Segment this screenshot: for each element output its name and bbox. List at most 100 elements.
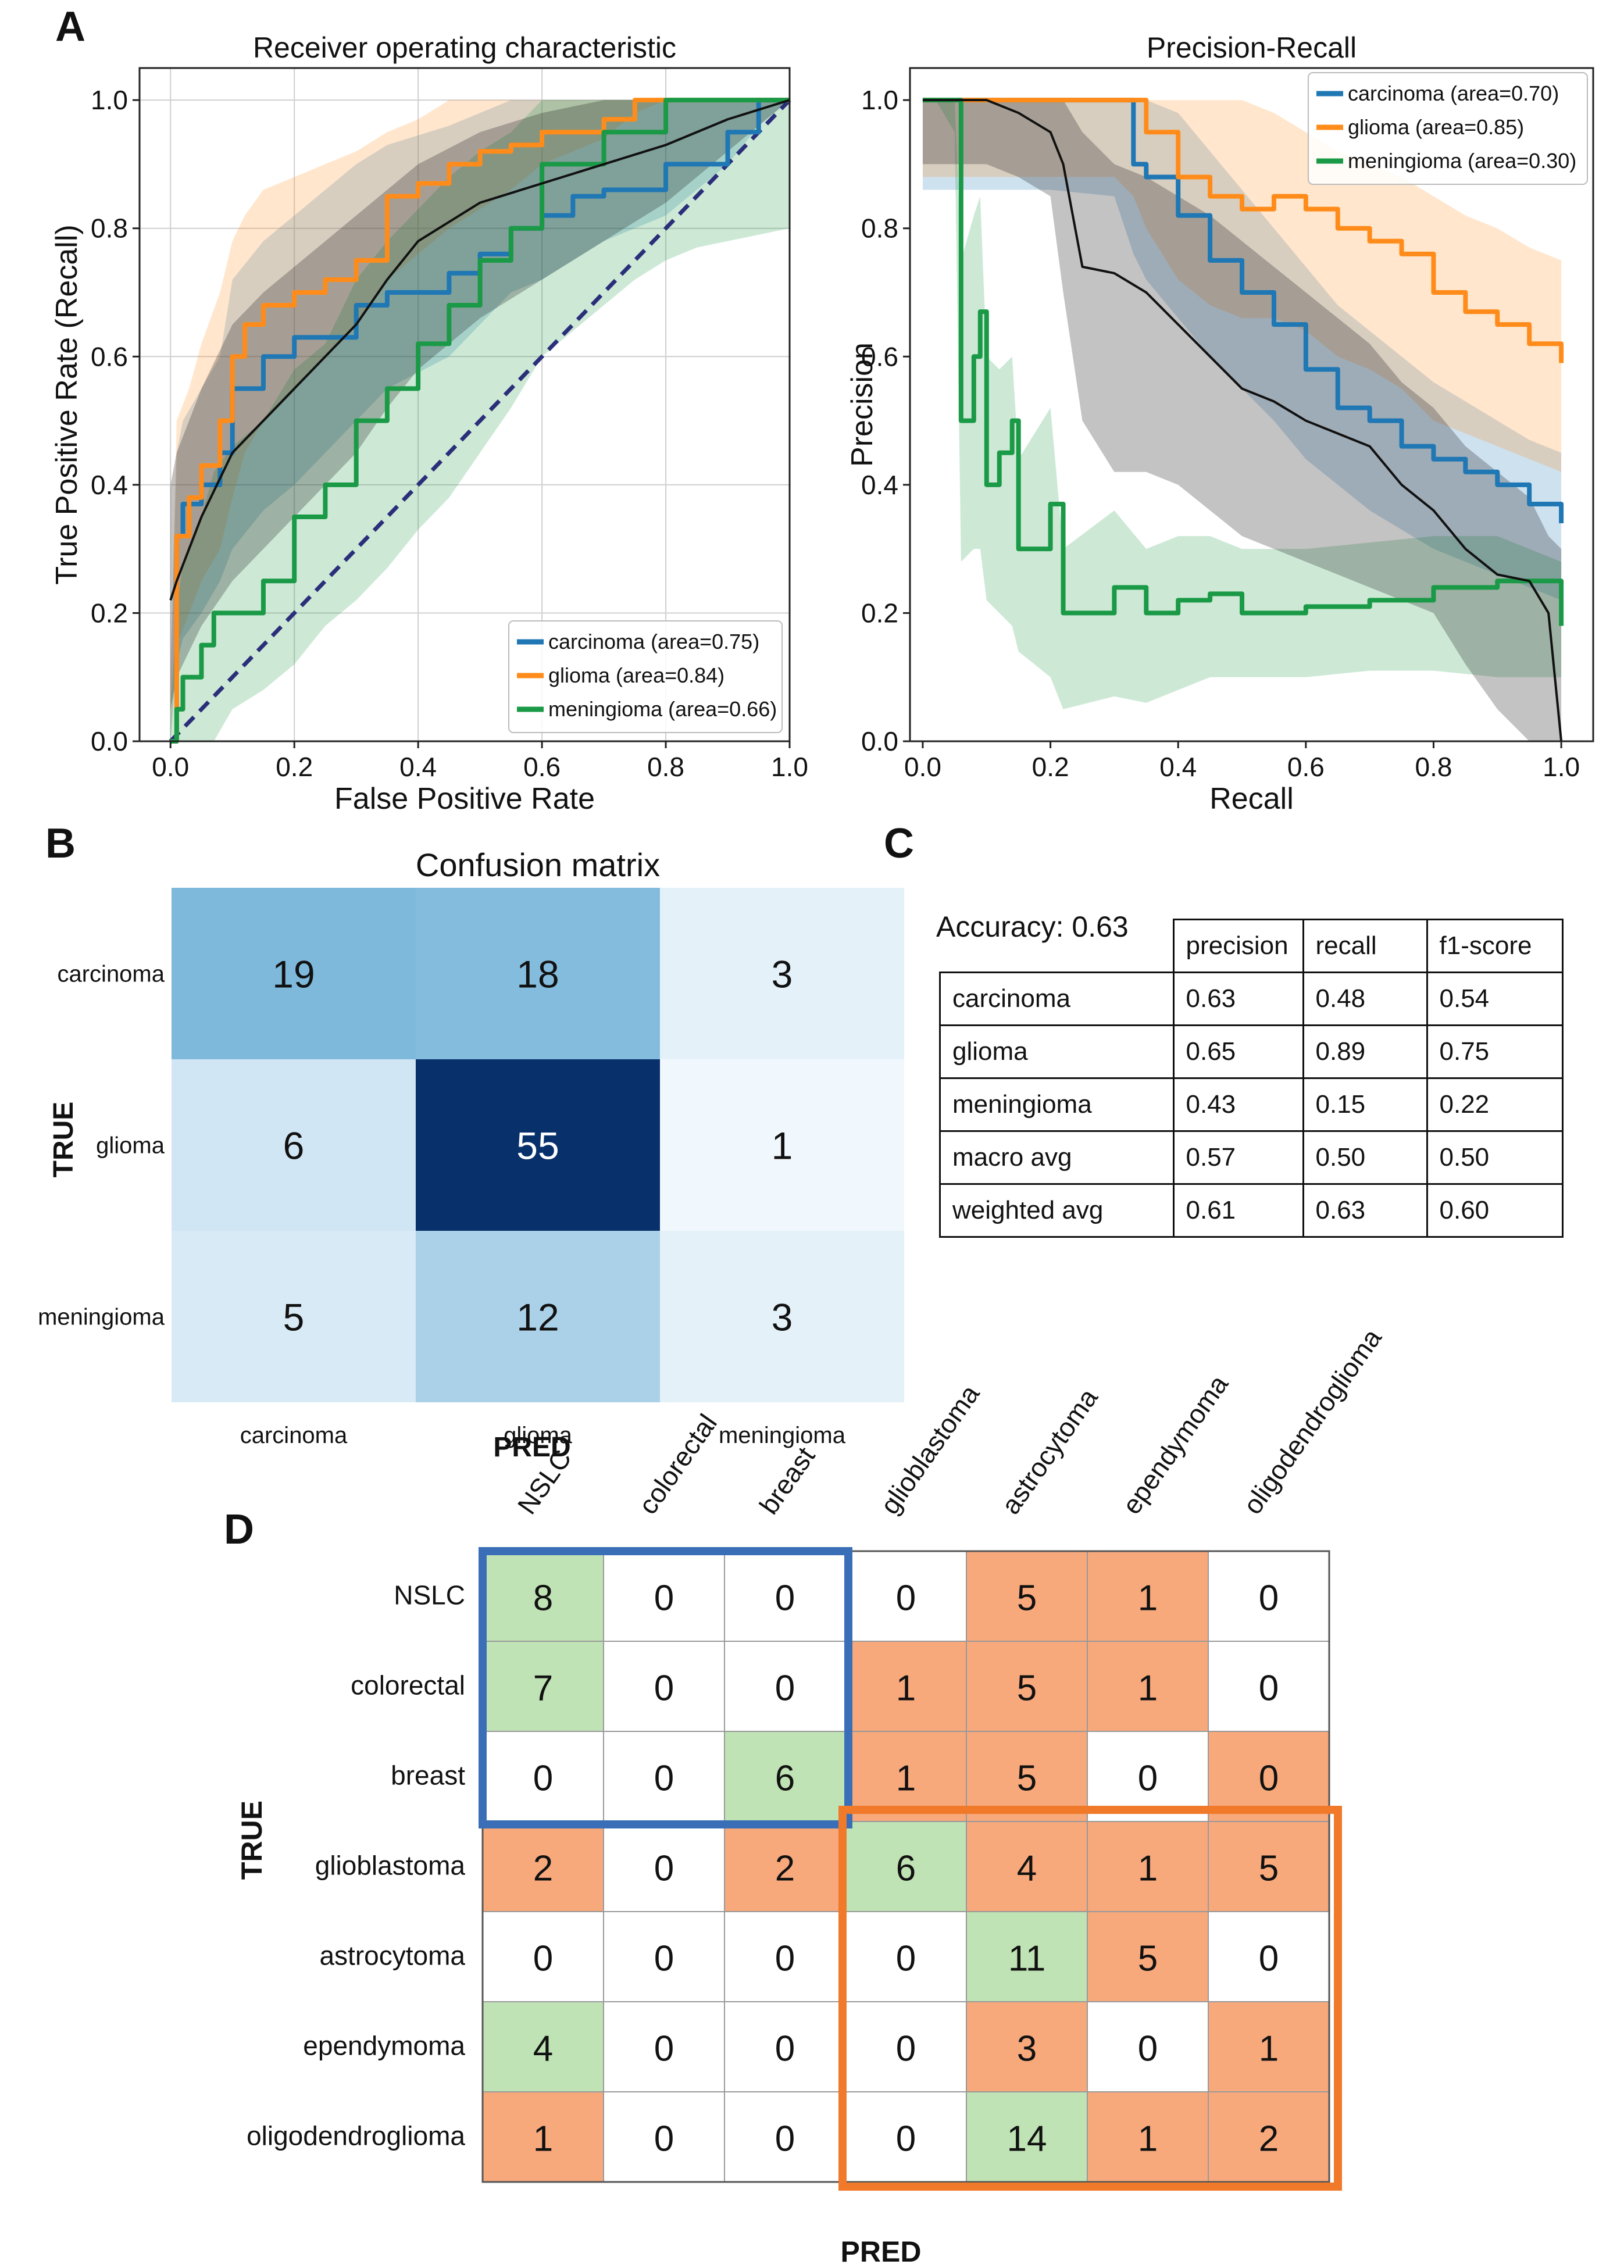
metrics-row-carcinoma: carcinoma 0.63 0.48 0.54 bbox=[939, 972, 1564, 1026]
grid-cell-value: 1 bbox=[1138, 1578, 1158, 1619]
pr-line-glioma bbox=[922, 98, 1564, 363]
grid-cell-value: 6 bbox=[896, 1849, 916, 1889]
grid-cell-value: 0 bbox=[1259, 1759, 1279, 1799]
metrics-cell: 0.48 bbox=[1302, 972, 1428, 1026]
metrics-cell: 0.75 bbox=[1426, 1024, 1564, 1079]
grid-cell-value: 0 bbox=[775, 2119, 795, 2159]
confusion-cell-value: 3 bbox=[772, 953, 793, 996]
panel-label-a: A bbox=[55, 3, 85, 50]
grid-cell-value: 5 bbox=[1017, 1759, 1037, 1799]
grid-cell bbox=[845, 1911, 967, 2002]
grid-cell bbox=[724, 1641, 846, 1732]
roc-title: Receiver operating characteristic bbox=[253, 31, 676, 64]
grid-cell-value: 3 bbox=[1017, 2029, 1037, 2069]
grid-cell-value: 0 bbox=[896, 2119, 916, 2159]
grid-cell bbox=[482, 1821, 604, 1912]
confusion-row-label: glioma bbox=[96, 1133, 165, 1159]
grid-col-label: colorectal bbox=[633, 1409, 723, 1520]
confusion-cell-value: 3 bbox=[772, 1296, 793, 1339]
roc-line-mean bbox=[169, 99, 790, 601]
grid-cell-value: 0 bbox=[654, 2029, 674, 2069]
grid-cell-value: 5 bbox=[1259, 1849, 1279, 1889]
grid-cell-value: 7 bbox=[533, 1669, 553, 1709]
grid-cell-value: 1 bbox=[1138, 2119, 1158, 2159]
grid-cell bbox=[966, 2001, 1088, 2092]
grid-cell-value: 0 bbox=[1138, 2029, 1158, 2069]
grid-row-label: NSLC bbox=[394, 1580, 465, 1610]
grid-cell bbox=[603, 1731, 725, 1822]
roc-x-tick-label: 0.4 bbox=[399, 752, 437, 782]
metrics-cell: 0.50 bbox=[1426, 1130, 1564, 1185]
grid-cell-value: 1 bbox=[533, 2119, 553, 2159]
metrics-cell: 0.89 bbox=[1302, 1024, 1428, 1079]
confusion-cell bbox=[660, 1059, 904, 1231]
metrics-header-precision: precision bbox=[1172, 919, 1304, 973]
grid-col-label: ependymoma bbox=[1116, 1369, 1234, 1519]
metrics-header-row: precision recall f1-score bbox=[940, 919, 1564, 973]
roc-legend-label-glioma: glioma (area=0.84) bbox=[548, 663, 724, 687]
grid-cell-value: 4 bbox=[1017, 1849, 1037, 1889]
roc-diagonal-line bbox=[169, 98, 791, 743]
metrics-row-label: macro avg bbox=[939, 1130, 1175, 1185]
grid-cell-value: 0 bbox=[775, 1578, 795, 1619]
confusion-row-label: meningioma bbox=[38, 1305, 165, 1330]
roc-x-tick-label: 0.0 bbox=[152, 752, 189, 782]
panel-label-d: D bbox=[224, 1506, 254, 1553]
pr-line-carcinoma bbox=[922, 98, 1564, 524]
metrics-cell: 0.54 bbox=[1426, 972, 1564, 1026]
metrics-row-glioma: glioma 0.65 0.89 0.75 bbox=[939, 1024, 1564, 1079]
metrics-cell: 0.61 bbox=[1172, 1183, 1304, 1238]
metrics-cell: 0.60 bbox=[1426, 1183, 1564, 1238]
grid-col-label: breast bbox=[754, 1441, 821, 1520]
metrics-cell: 0.50 bbox=[1302, 1130, 1428, 1185]
roc-chart: 0.0 0.0 0.2 0.2 0.4 0.4 0.6 0.6 0.8 0.8 1.0 1.0 Rece… bbox=[50, 31, 808, 816]
grid-cell-value: 0 bbox=[654, 1939, 674, 1979]
grid-frame bbox=[481, 1550, 1330, 2183]
metrics-row-label: glioma bbox=[939, 1024, 1175, 1079]
grid-cell bbox=[482, 2091, 604, 2183]
pr-band-meningioma bbox=[922, 100, 1562, 709]
pr-chart: 0.00.0 0.2 0.2 0.4 0.4 0.6 0.6 0.8 0.8 1.0 1.0 Prec… bbox=[845, 31, 1594, 816]
grid-cell bbox=[1087, 1821, 1209, 1912]
grid-cell bbox=[966, 2091, 1088, 2183]
roc-x-tick-label: 1.0 bbox=[771, 752, 808, 782]
grid-cell bbox=[482, 1911, 604, 2002]
roc-x-axis-label: False Positive Rate bbox=[334, 782, 595, 816]
grid-cell bbox=[603, 1551, 725, 1642]
roc-y-tick-label: 0.2 bbox=[91, 598, 128, 628]
confusion-cell bbox=[416, 1231, 660, 1402]
grid-cell bbox=[1208, 1551, 1330, 1642]
grid-cell-value: 5 bbox=[1017, 1578, 1037, 1619]
metrics-row-macro-avg: macro avg 0.57 0.50 0.50 bbox=[939, 1130, 1564, 1185]
grid-row-label: astrocytoma bbox=[319, 1941, 465, 1971]
confusion-pred-axis-label: PRED bbox=[493, 1432, 570, 1463]
roc-x-tick-label: 0.6 bbox=[523, 752, 561, 782]
roc-y-tick-label: 0.6 bbox=[91, 341, 128, 372]
grid-cell bbox=[724, 1551, 846, 1642]
pr-line-mean bbox=[922, 99, 1563, 742]
grid-col-label: oligodendroglioma bbox=[1237, 1323, 1387, 1520]
glioma-group-box bbox=[838, 1806, 1342, 2191]
roc-band-carcinoma bbox=[170, 100, 790, 742]
grid-cell-value: 5 bbox=[1138, 1939, 1158, 1979]
roc-line-carcinoma bbox=[170, 98, 790, 744]
pr-x-axis-label: Recall bbox=[1209, 782, 1294, 816]
pr-y-axis-label: Precision bbox=[845, 342, 879, 467]
grid-row-label: colorectal bbox=[351, 1670, 465, 1701]
accuracy-label: Accuracy: 0.63 bbox=[936, 910, 1129, 943]
pr-x-tick-label: 0.6 bbox=[1287, 752, 1325, 782]
pr-band-mean bbox=[922, 100, 1562, 742]
metrics-cell: 0.63 bbox=[1172, 972, 1304, 1026]
confusion-matrix-7: 8 0 0 0 5 1 07 0 0 1 5 1 00 0 6 1 5 0 02 0 2 6 4 1 50 0 0 0 11 5 04 0 0 0… bbox=[235, 1323, 1387, 2268]
grid-cell bbox=[845, 2091, 967, 2183]
grid-col-label: astrocytoma bbox=[995, 1383, 1104, 1519]
pr-y-tick-label: 1.0 bbox=[861, 85, 898, 115]
grid-cell-value: 0 bbox=[1259, 1939, 1279, 1979]
confusion-cell bbox=[172, 1059, 416, 1231]
grid-pred-axis-label: PRED bbox=[841, 2235, 922, 2268]
panel-label-b: B bbox=[45, 820, 76, 867]
pr-line-meningioma bbox=[922, 98, 1564, 626]
grid-cell-value: 11 bbox=[1008, 1939, 1045, 1979]
pr-legend-box bbox=[1308, 72, 1588, 185]
pr-band-carcinoma bbox=[922, 100, 1562, 601]
